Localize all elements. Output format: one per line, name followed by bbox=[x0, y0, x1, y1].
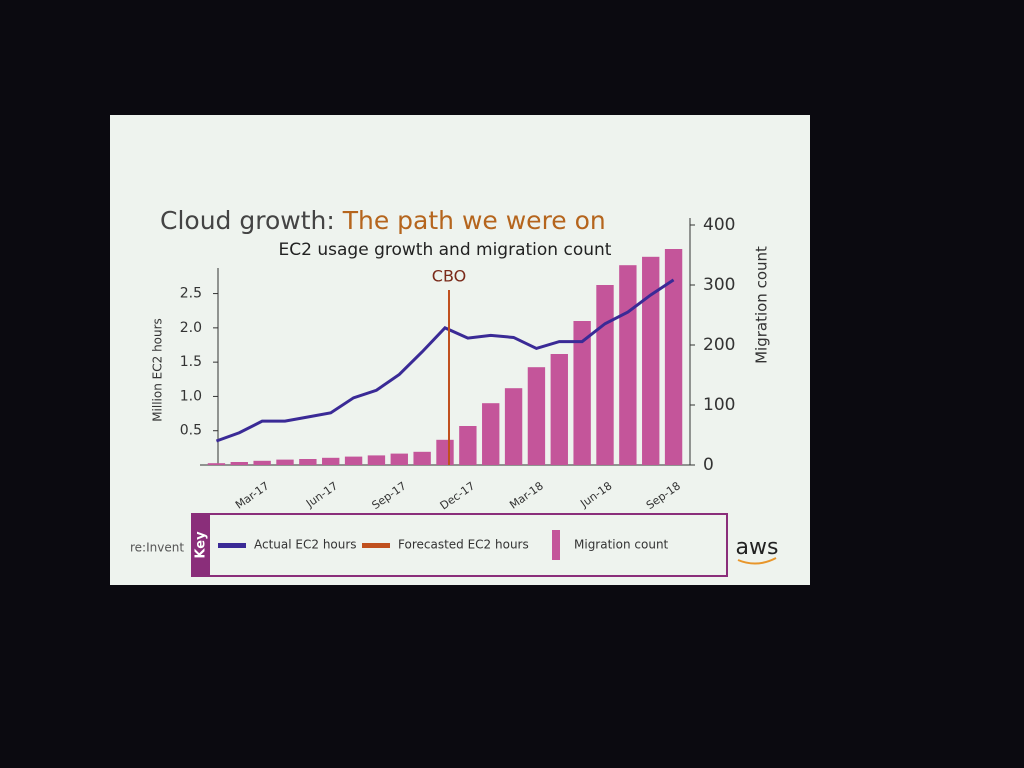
title-highlight: The path we were on bbox=[342, 206, 606, 235]
title-prefix: Cloud growth: bbox=[160, 206, 335, 235]
y2-tick-label: 100 bbox=[703, 395, 735, 415]
chart-title: EC2 usage growth and migration count bbox=[279, 240, 612, 260]
legend-swatch bbox=[552, 530, 560, 560]
bar bbox=[230, 462, 248, 465]
y-tick-label: 1.5 bbox=[180, 354, 202, 370]
bar bbox=[664, 249, 683, 465]
bar bbox=[436, 439, 454, 465]
y-tick-label: 2.0 bbox=[180, 320, 202, 336]
y-tick-label: 0.5 bbox=[180, 423, 202, 439]
legend-label: Actual EC2 hours bbox=[254, 538, 357, 552]
bar bbox=[504, 388, 523, 465]
bar bbox=[253, 460, 271, 465]
y2-axis-label: Migration count bbox=[753, 246, 771, 364]
logo-smile bbox=[737, 557, 777, 565]
bar bbox=[596, 285, 614, 465]
bar bbox=[299, 459, 317, 465]
legend-title: Key bbox=[194, 531, 209, 559]
slide-title: Cloud growth: The path we were on bbox=[160, 206, 606, 235]
legend-label: Migration count bbox=[574, 538, 669, 552]
legend-swatch bbox=[362, 543, 390, 548]
legend-label: Forecasted EC2 hours bbox=[398, 538, 529, 552]
y2-tick-label: 400 bbox=[703, 215, 735, 235]
bar bbox=[207, 463, 226, 465]
line bbox=[215, 278, 675, 443]
bar bbox=[550, 354, 568, 465]
bar bbox=[573, 321, 591, 465]
legend-key-band bbox=[192, 514, 210, 576]
bar bbox=[367, 455, 386, 465]
y2-tick-label: 0 bbox=[703, 455, 714, 475]
bar bbox=[642, 256, 660, 465]
bar bbox=[459, 426, 477, 465]
y-tick-label: 2.5 bbox=[180, 286, 202, 302]
logo: aws bbox=[736, 535, 779, 560]
bar bbox=[413, 451, 431, 465]
slide bbox=[110, 115, 810, 585]
event-brand: re:Invent bbox=[130, 541, 184, 555]
bar bbox=[276, 459, 294, 465]
bar bbox=[322, 457, 340, 465]
y2-tick-label: 200 bbox=[703, 335, 735, 355]
y-axis-label: Million EC2 hours bbox=[151, 318, 165, 422]
annotation: CBO bbox=[432, 267, 466, 286]
legend-swatch bbox=[218, 543, 246, 548]
bar bbox=[482, 403, 500, 465]
bar bbox=[390, 453, 408, 465]
bar bbox=[527, 367, 546, 465]
y2-tick-label: 300 bbox=[703, 275, 735, 295]
y-tick-label: 1.0 bbox=[180, 388, 202, 404]
bar bbox=[619, 265, 637, 465]
bar bbox=[344, 456, 363, 465]
